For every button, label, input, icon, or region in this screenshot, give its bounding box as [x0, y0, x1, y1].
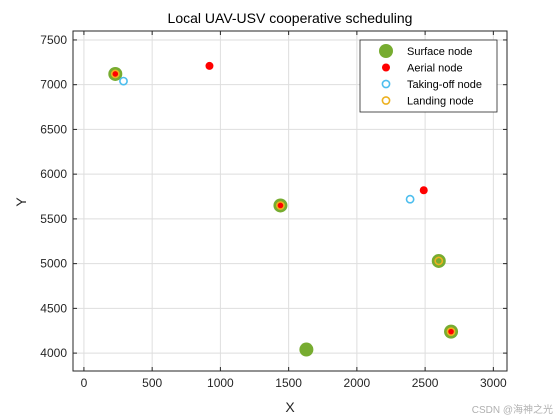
legend-label-aerial-node: Aerial node	[407, 63, 463, 75]
taking-off-node-point	[405, 194, 415, 204]
y-tick-label: 6000	[40, 167, 67, 181]
x-axis-label: X	[285, 399, 295, 415]
x-tick-label: 3000	[480, 376, 507, 390]
surface-node-point	[431, 253, 446, 268]
legend-label-taking-off-node: Taking-off node	[407, 79, 482, 91]
aerial-node-point	[419, 186, 428, 195]
plot-area	[72, 30, 508, 372]
aerial-node-point	[276, 201, 285, 210]
y-tick-label: 4000	[40, 346, 67, 360]
legend: Surface node Aerial node Taking-off node La…	[359, 39, 498, 113]
legend-label-surface-node: Surface node	[407, 46, 472, 58]
landing-node-point	[276, 201, 285, 210]
y-tick-label: 5000	[40, 257, 67, 271]
y-tick-label: 7500	[40, 33, 67, 47]
taking-off-node-point	[119, 76, 128, 86]
aerial-node-point	[205, 61, 214, 70]
y-tick-label: 6500	[40, 122, 67, 136]
axis-ticks: 0 500 1000 1500 2000 2500 3000 4000 4500 5000 5500…	[40, 31, 507, 390]
legend-marker-aerial-node	[382, 63, 390, 72]
data-marks	[108, 61, 459, 357]
surface-node-point	[299, 342, 314, 357]
landing-node-point	[434, 256, 444, 266]
y-axis-label: Y	[13, 197, 29, 207]
aerial-node-point	[447, 327, 456, 336]
x-tick-label: 2500	[412, 376, 439, 390]
x-tick-label: 2000	[344, 376, 371, 390]
y-tick-label: 4500	[40, 301, 67, 315]
x-tick-label: 0	[81, 376, 88, 390]
legend-label-landing-node: Landing node	[407, 96, 474, 108]
chart-title: Local UAV-USV cooperative scheduling	[168, 10, 413, 26]
x-tick-label: 1000	[207, 376, 234, 390]
x-tick-label: 500	[142, 376, 162, 390]
landing-node-point	[446, 327, 456, 337]
watermark: CSDN @海神之光	[472, 403, 553, 416]
legend-marker-landing-node	[381, 96, 391, 105]
aerial-node-point	[111, 69, 120, 78]
landing-node-point	[110, 69, 120, 79]
legend-marker-taking-off-node	[381, 79, 391, 89]
y-tick-label: 7000	[40, 78, 67, 92]
y-tick-label: 5500	[40, 212, 67, 226]
legend-marker-surface-node	[379, 44, 393, 58]
x-tick-label: 1500	[275, 376, 302, 390]
